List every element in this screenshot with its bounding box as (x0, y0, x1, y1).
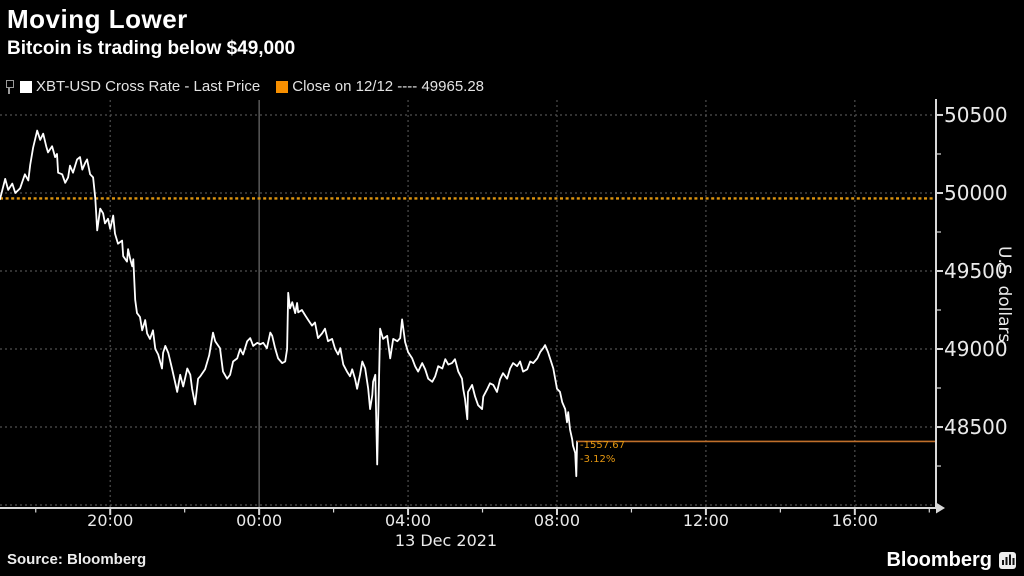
bloomberg-mark-icon (999, 552, 1016, 569)
series-swatch-icon (20, 80, 32, 93)
source-credit: Source: Bloomberg (7, 551, 147, 568)
x-tick-label: 16:00 (831, 511, 878, 530)
x-tick-label: 12:00 (682, 511, 729, 530)
y-tick-label: 49500 (944, 259, 1008, 283)
y-tick-label: 49000 (944, 337, 1008, 361)
legend-item-last-price: XBT-USD Cross Rate - Last Price (20, 78, 260, 95)
y-tick-label: 50500 (944, 102, 1008, 127)
y-tick-label: 50000 (944, 180, 1008, 205)
close-swatch-icon (276, 80, 289, 93)
x-tick-label: 20:00 (87, 511, 134, 530)
last-price-pct-label: -3.12% (580, 454, 616, 465)
x-tick-label: 00:00 (236, 511, 283, 530)
y-tick-label: 48500 (944, 415, 1008, 440)
page-subtitle: Bitcoin is trading below $49,000 (7, 38, 296, 59)
legend-label-last-price: XBT-USD Cross Rate - Last Price (36, 78, 261, 95)
x-tick-label: 04:00 (384, 511, 432, 530)
bloomberg-logo: Bloomberg (886, 549, 1016, 572)
legend-item-close: Close on 12/12 ---- 49965.28 (276, 78, 484, 95)
page-title: Moving Lower (7, 4, 188, 34)
last-price-change-label: -1557.67 (580, 440, 625, 451)
x-tick-label: 08:00 (533, 511, 581, 530)
y-axis-title: U.S. dollars (994, 246, 1014, 343)
x-axis-date-label: 13 Dec 2021 (394, 531, 498, 550)
legend: XBT-USD Cross Rate - Last Price Close on… (6, 78, 484, 95)
bloomberg-wordmark: Bloomberg (886, 549, 992, 571)
legend-label-close: Close on 12/12 ---- 49965.28 (292, 78, 485, 95)
track-marker-icon (6, 79, 14, 94)
